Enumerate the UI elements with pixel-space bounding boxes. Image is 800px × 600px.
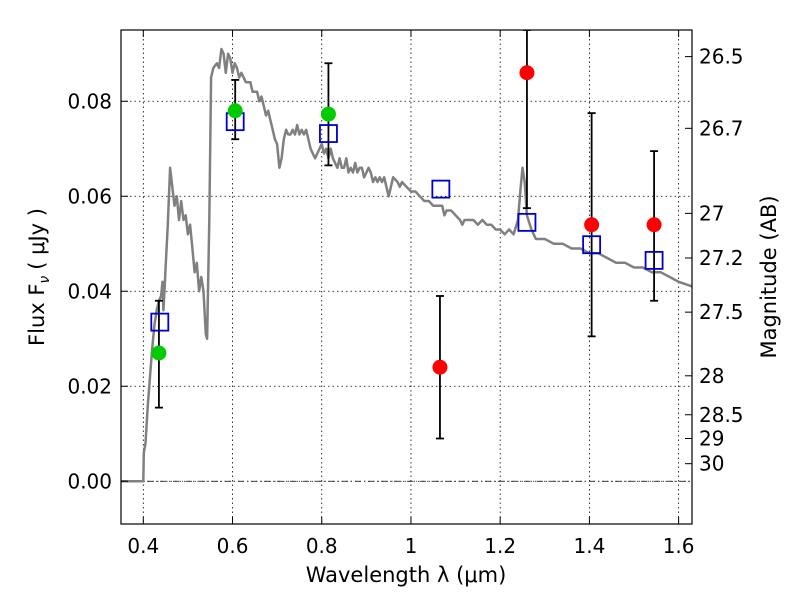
y2-tick-label: 30 — [699, 452, 724, 476]
model-flux-square — [150, 312, 170, 332]
y2-tick-label: 26.5 — [699, 45, 744, 69]
y-axis-label-unit: ( μJy ) — [25, 208, 49, 270]
red-data-point — [432, 359, 448, 375]
detection-point — [320, 106, 336, 122]
y2-tick-label: 28.5 — [699, 403, 744, 427]
y2-tick-label: 27 — [699, 201, 724, 225]
y-axis-label-main: Flux F — [25, 284, 49, 346]
axis-tick-labels: 0.4 0.6 0.8 1 1.2 1.4 1.6 0.00 0.02 0.04 0.06 0.08 2… — [67, 45, 743, 558]
y-tick-label: 0.02 — [67, 374, 112, 398]
y2-tick-label: 28 — [699, 364, 724, 388]
detection-point — [151, 345, 167, 361]
data-points-layer — [150, 65, 664, 375]
y2-tick-label: 26.7 — [699, 116, 744, 140]
x-tick-label: 1.4 — [573, 534, 605, 558]
x-tick-label: 0.4 — [127, 534, 159, 558]
model-flux-square — [431, 179, 451, 199]
plot-frame — [120, 29, 693, 525]
model-flux-square — [644, 250, 664, 270]
red-data-point — [584, 217, 600, 233]
red-data-point — [519, 65, 535, 81]
y-tick-label: 0.06 — [67, 184, 112, 208]
y2-tick-label: 27.5 — [699, 300, 744, 324]
x-tick-label: 1.2 — [484, 534, 516, 558]
detection-point — [227, 103, 243, 119]
y-tick-label: 0.00 — [67, 469, 112, 493]
model-flux-square — [517, 212, 537, 232]
red-data-point — [646, 217, 662, 233]
y2-tick-label: 27.2 — [699, 246, 744, 270]
y-tick-label: 0.08 — [67, 89, 112, 113]
y-tick-label: 0.04 — [67, 279, 112, 303]
x-axis-label: Wavelength λ (μm) — [306, 563, 507, 587]
model-flux-square — [319, 124, 338, 143]
y2-tick-label: 29 — [699, 427, 724, 451]
model-spectrum-layer — [121, 47, 692, 483]
y-axis-label-subscript: ν — [37, 276, 53, 284]
model-flux-square — [582, 235, 602, 255]
axis-ticks — [121, 30, 692, 524]
grid-lines — [121, 30, 692, 524]
model-spectrum-line — [121, 47, 692, 483]
y-axis-label: Flux Fν ( μJy ) — [25, 208, 53, 346]
x-tick-label: 0.8 — [306, 534, 338, 558]
error-bars-layer — [154, 30, 659, 440]
y2-axis-label: Magnitude (AB) — [757, 195, 781, 358]
x-tick-label: 1 — [405, 534, 418, 558]
x-tick-label: 0.6 — [217, 534, 249, 558]
x-tick-label: 1.6 — [663, 534, 695, 558]
